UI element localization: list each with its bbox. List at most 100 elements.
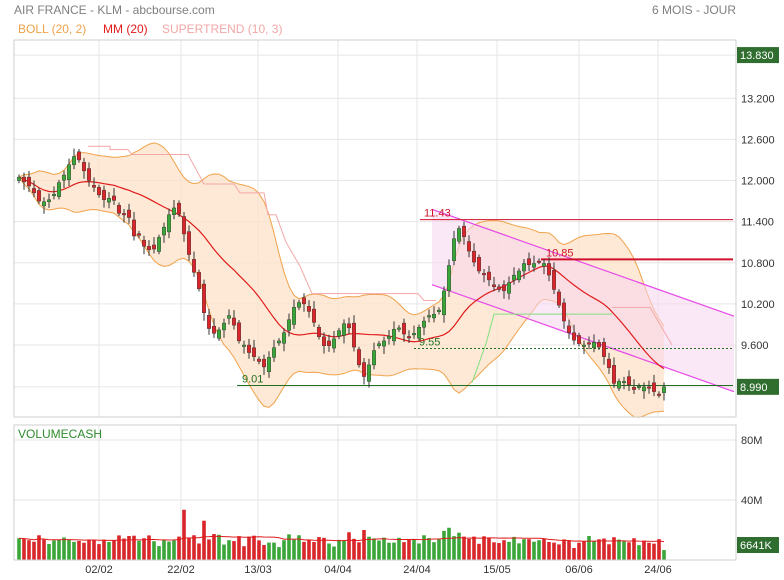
volume-bar [102,539,106,560]
volume-axis-label: 40M [741,495,762,507]
volume-bar [192,535,196,560]
candle-body [62,174,67,181]
candle-body [236,322,241,342]
volume-bar [652,543,656,560]
volume-bar [332,546,336,560]
volume-bar [592,541,596,560]
candle-body [547,263,552,276]
volume-bar [147,535,151,560]
candle-body [562,302,567,322]
volume-bar [92,540,96,560]
candle-body [302,297,307,305]
x-axis-label: 22/02 [167,564,195,576]
candle-body [292,307,297,325]
candle-body [42,201,47,207]
volume-bar [337,539,341,560]
candle-body [357,349,362,366]
volume-bar [527,539,531,560]
candle-body [537,260,542,263]
candle-body [226,315,231,319]
volume-bar [27,540,31,560]
volume-bar [492,542,496,560]
candle-body [447,265,452,292]
candle-body [282,332,287,344]
candle-body [176,202,181,215]
candle-body [116,204,121,214]
supertrend-red [88,145,436,301]
candle-body [352,322,357,348]
candle-body [427,315,432,318]
candle-body [71,156,76,165]
price-axis-label: 13.200 [741,93,775,105]
candle-body [402,322,407,335]
candle-body [277,340,282,344]
volume-last-box [737,537,779,553]
candle-body [397,327,402,330]
candle-body [492,284,497,287]
volume-bar [522,539,526,560]
candle-body [201,283,206,314]
volume-bar [57,539,61,560]
candle-body [587,342,592,345]
period-label[interactable]: 6 MOIS - JOUR [651,3,736,17]
candle-body [262,358,267,368]
candle-body [467,241,472,252]
candle-body [367,364,372,382]
candle-body [412,333,417,336]
volume-bar [607,544,611,560]
candle-body [257,358,262,362]
candlesticks [17,148,667,401]
candle-body [592,342,597,348]
legend-boll: BOLL (20, 2) [18,22,87,36]
volume-bar [642,540,646,560]
candle-body [407,336,412,339]
volume-bar [362,530,366,560]
volume-bar [62,537,66,560]
volume-bar [122,538,126,560]
chart-frames [13,39,737,561]
volume-bar [132,535,136,560]
volume-bar [357,542,361,560]
price-axis-label: 8.990 [740,382,768,394]
volume-bar [402,542,406,560]
x-axis-label: 04/04 [324,564,352,576]
x-axis-label: 15/05 [483,564,511,576]
volume-bar [462,536,466,560]
volume-bar [302,541,306,560]
volume-bar [17,538,21,560]
candle-body [372,350,377,366]
candle-body [96,187,101,196]
candle-body [542,263,547,267]
volume-bar [632,538,636,560]
volume-bar [387,542,391,560]
candle-body [251,347,256,357]
candle-body [141,239,146,247]
volume-bar [52,540,56,560]
volume-last-value: 6641K [740,540,772,552]
candle-body [186,231,191,255]
volume-bar [257,540,261,560]
candle-body [632,386,637,390]
volume-bar [262,545,266,560]
candle-body [57,182,62,197]
volume-bar [22,539,26,560]
candle-body [206,315,211,329]
price-high-box [737,47,779,64]
candle-body [657,393,662,396]
axis-labels: 13.830 13.200 12.600 12.000 11.400 10.800 10.2… [18,47,779,576]
volume-bar [72,541,76,560]
price-axis-label: 10.800 [741,258,775,270]
volume-bar [427,538,431,560]
volume-bar [482,536,486,560]
candle-body [136,233,141,236]
price-axis-label: 12.600 [741,134,775,146]
level-label: 9.01 [242,373,263,385]
volume-bar [432,542,436,560]
volume-bar [172,540,176,560]
moving-average-line [18,176,665,370]
volume-bar [67,539,71,560]
volume-bar [167,541,171,560]
x-axis-label: 13/03 [244,564,272,576]
volume-bar [137,540,141,560]
volume-bar [267,542,271,560]
